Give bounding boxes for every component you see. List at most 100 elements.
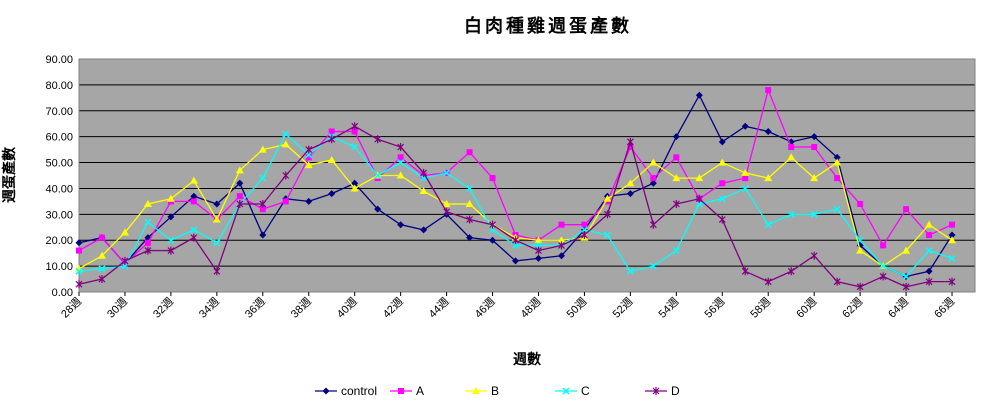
y-tick-label: 10.00: [45, 261, 73, 273]
legend-label: A: [416, 384, 424, 398]
legend-label: control: [341, 384, 377, 398]
data-point-d: [787, 267, 795, 276]
data-point-c: [856, 236, 864, 244]
series-c: [75, 130, 956, 280]
data-point-d: [672, 199, 680, 208]
data-point-d: [581, 231, 588, 240]
x-tick-labels: 28週 30週 32週 34週 36週 38週 40週 42週 44週 46週 48週 50週 52週 5…: [58, 292, 957, 321]
data-point-d: [305, 145, 313, 154]
x-tick-label: 44週: [426, 295, 452, 321]
data-point-d: [741, 267, 749, 276]
data-point-b: [856, 246, 865, 254]
data-point-b: [902, 246, 911, 254]
x-tick-label: 40週: [334, 295, 360, 321]
data-point-control: [695, 91, 703, 99]
data-point-b: [143, 199, 152, 207]
data-point-c: [833, 205, 841, 213]
data-point-a: [351, 128, 358, 135]
data-point-c: [534, 241, 543, 249]
legend-marker: [652, 387, 660, 395]
x-tick-label: 42週: [380, 295, 406, 321]
data-point-d: [75, 280, 83, 289]
data-point-a: [811, 144, 818, 151]
data-point-b: [672, 174, 681, 182]
data-point-a: [650, 175, 657, 182]
data-point-c: [259, 174, 267, 182]
data-point-b: [787, 153, 796, 161]
data-point-d: [535, 246, 542, 255]
data-point-b: [281, 140, 290, 148]
data-point-b: [442, 199, 451, 207]
data-point-b: [764, 174, 773, 182]
data-point-control: [374, 205, 382, 213]
data-point-b: [833, 158, 842, 166]
data-point-d: [420, 168, 428, 177]
data-point-control: [305, 197, 313, 205]
data-point-c: [672, 247, 680, 255]
data-point-c: [810, 210, 818, 218]
data-point-d: [190, 233, 198, 242]
data-point-control: [534, 254, 542, 262]
data-point-b: [97, 251, 106, 259]
data-point-b: [695, 174, 704, 182]
data-point-control: [649, 179, 657, 187]
data-point-b: [718, 158, 727, 166]
data-point-b: [810, 174, 819, 182]
x-tick-label: 36週: [242, 295, 268, 321]
data-point-c: [879, 262, 887, 270]
data-point-a: [788, 144, 795, 151]
data-point-c: [626, 267, 634, 275]
data-point-a: [259, 206, 266, 213]
y-tick-label: 90.00: [45, 54, 73, 66]
data-point-c: [466, 184, 474, 192]
data-point-control: [236, 179, 244, 187]
data-point-control: [925, 267, 933, 275]
data-point-c: [695, 200, 703, 208]
legend-marker: [322, 387, 330, 395]
data-point-a: [765, 87, 772, 94]
data-point-d: [810, 251, 818, 260]
data-point-b: [534, 236, 543, 244]
data-point-c: [282, 130, 290, 138]
data-point-b: [304, 161, 313, 169]
data-point-d: [259, 199, 267, 208]
data-point-c: [718, 195, 726, 203]
data-point-control: [512, 257, 520, 265]
data-point-b: [166, 194, 175, 202]
legend: control A B C D: [315, 384, 680, 398]
data-point-control: [75, 239, 83, 247]
data-point-control: [397, 221, 405, 229]
data-point-d: [443, 207, 451, 216]
legend-item-b: B: [465, 384, 499, 398]
plot-border: [78, 58, 976, 293]
data-point-control: [466, 234, 474, 242]
y-tick-label: 20.00: [45, 235, 73, 247]
data-point-b: [258, 145, 267, 153]
x-tick-label: 66週: [932, 295, 958, 321]
data-point-c: [511, 241, 520, 249]
data-point-control: [190, 192, 198, 200]
data-point-control: [833, 153, 841, 161]
data-point-b: [396, 171, 405, 179]
legend-marker: [562, 387, 570, 395]
data-point-d: [856, 282, 864, 291]
data-point-d: [718, 215, 726, 224]
data-point-d: [603, 210, 611, 219]
data-point-b: [212, 215, 221, 223]
data-point-c: [764, 221, 772, 229]
data-point-control: [213, 200, 221, 208]
data-point-c: [489, 226, 497, 234]
data-point-control: [420, 226, 428, 234]
data-point-c: [397, 159, 405, 167]
data-point-a: [627, 144, 634, 151]
data-point-c: [167, 236, 175, 244]
data-point-a: [98, 234, 105, 241]
data-point-d: [558, 241, 565, 250]
x-tick-label: 46週: [472, 295, 498, 321]
legend-item-control: control: [315, 384, 377, 398]
data-point-c: [190, 226, 198, 234]
data-point-c: [213, 239, 221, 247]
data-point-c: [351, 143, 359, 151]
data-point-d: [144, 246, 152, 255]
data-point-a: [282, 198, 289, 205]
